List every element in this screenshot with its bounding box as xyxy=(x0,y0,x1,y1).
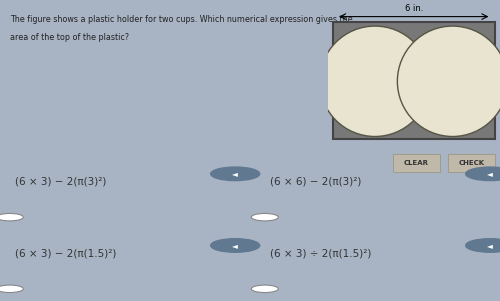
Bar xyxy=(332,22,495,139)
Text: CLEAR: CLEAR xyxy=(404,160,429,166)
Text: (6 × 3) − 2(π(3)²): (6 × 3) − 2(π(3)²) xyxy=(14,176,106,187)
Text: (6 × 3) ÷ 2(π(1.5)²): (6 × 3) ÷ 2(π(1.5)²) xyxy=(270,248,371,258)
Text: (6 × 3) − 2(π(1.5)²): (6 × 3) − 2(π(1.5)²) xyxy=(14,248,116,258)
Circle shape xyxy=(466,239,500,252)
Text: ◄: ◄ xyxy=(488,169,493,178)
Text: (6 × 6) − 2(π(3)²): (6 × 6) − 2(π(3)²) xyxy=(270,176,361,187)
Circle shape xyxy=(398,26,500,136)
Circle shape xyxy=(466,167,500,181)
Circle shape xyxy=(320,26,430,136)
Circle shape xyxy=(210,239,260,252)
Bar xyxy=(393,154,440,172)
Text: CHECK: CHECK xyxy=(458,160,484,166)
Circle shape xyxy=(252,285,278,293)
Text: ◄: ◄ xyxy=(232,169,238,178)
Text: ◄: ◄ xyxy=(232,241,238,250)
Circle shape xyxy=(252,213,278,221)
Circle shape xyxy=(0,213,24,221)
Circle shape xyxy=(0,285,24,293)
Text: 6 in.: 6 in. xyxy=(404,4,423,13)
Text: area of the top of the plastic?: area of the top of the plastic? xyxy=(10,33,129,42)
Text: ◄: ◄ xyxy=(488,241,493,250)
Bar xyxy=(448,154,495,172)
Text: The figure shows a plastic holder for two cups. Which numerical expression gives: The figure shows a plastic holder for tw… xyxy=(10,15,352,24)
Circle shape xyxy=(210,167,260,181)
